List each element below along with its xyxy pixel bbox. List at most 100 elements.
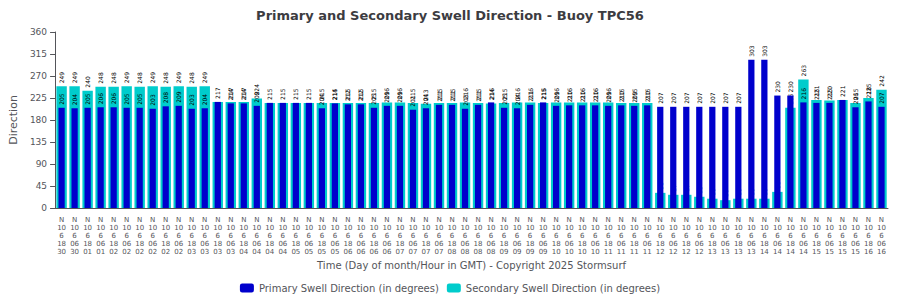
svg-text:6: 6 (567, 232, 572, 240)
svg-text:10: 10 (513, 224, 522, 232)
svg-text:08: 08 (474, 248, 483, 256)
svg-text:10: 10 (487, 224, 496, 232)
svg-text:215: 215 (292, 88, 299, 100)
svg-text:N: N (658, 216, 663, 224)
svg-text:217: 217 (214, 87, 221, 99)
svg-text:6: 6 (411, 232, 416, 240)
svg-text:249: 249 (123, 72, 130, 84)
svg-text:10: 10 (838, 224, 847, 232)
svg-text:6: 6 (320, 232, 325, 240)
svg-text:6: 6 (528, 232, 533, 240)
svg-text:04: 04 (252, 248, 261, 256)
svg-text:209: 209 (396, 91, 403, 103)
svg-text:11: 11 (643, 248, 652, 256)
svg-text:206: 206 (110, 93, 117, 105)
svg-text:248: 248 (110, 72, 117, 84)
svg-text:215: 215 (813, 88, 820, 100)
svg-text:6: 6 (502, 232, 507, 240)
svg-text:06: 06 (356, 240, 365, 248)
svg-text:N: N (436, 216, 441, 224)
svg-text:6: 6 (840, 232, 845, 240)
svg-text:6: 6 (398, 232, 403, 240)
svg-text:N: N (501, 216, 506, 224)
svg-text:214: 214 (488, 89, 495, 101)
svg-text:10: 10 (877, 224, 886, 232)
svg-text:10: 10 (565, 224, 574, 232)
svg-text:18: 18 (786, 240, 795, 248)
svg-text:10: 10 (695, 224, 704, 232)
svg-text:211: 211 (475, 90, 482, 102)
svg-text:215: 215 (540, 88, 547, 100)
svg-text:10: 10 (617, 224, 626, 232)
svg-text:315: 315 (30, 49, 47, 59)
svg-text:N: N (345, 216, 350, 224)
svg-text:209: 209 (175, 91, 182, 103)
svg-text:06: 06 (513, 240, 522, 248)
svg-text:N: N (111, 216, 116, 224)
svg-text:205: 205 (84, 93, 91, 105)
svg-text:248: 248 (97, 72, 104, 84)
svg-text:07: 07 (435, 248, 444, 256)
svg-text:6: 6 (216, 232, 221, 240)
svg-text:10: 10 (135, 224, 144, 232)
svg-text:13: 13 (708, 248, 717, 256)
svg-text:180: 180 (30, 115, 47, 125)
svg-text:10: 10 (812, 224, 821, 232)
svg-text:6: 6 (229, 232, 234, 240)
svg-text:207: 207 (709, 92, 716, 104)
svg-text:10: 10 (721, 224, 730, 232)
svg-text:10: 10 (786, 224, 795, 232)
svg-text:6: 6 (788, 232, 793, 240)
svg-text:18: 18 (239, 240, 248, 248)
svg-text:03: 03 (213, 248, 222, 256)
svg-text:10: 10 (278, 224, 287, 232)
svg-text:15: 15 (825, 248, 834, 256)
svg-text:18: 18 (291, 240, 300, 248)
svg-text:211: 211 (436, 90, 443, 102)
svg-text:07: 07 (409, 248, 418, 256)
svg-text:6: 6 (645, 232, 650, 240)
svg-text:10: 10 (174, 224, 183, 232)
svg-text:N: N (671, 216, 676, 224)
svg-text:11: 11 (630, 248, 639, 256)
svg-text:01: 01 (96, 248, 105, 256)
svg-text:N: N (697, 216, 702, 224)
svg-text:06: 06 (773, 240, 782, 248)
svg-text:215: 215 (266, 88, 273, 100)
svg-text:N: N (332, 216, 337, 224)
svg-text:225: 225 (30, 93, 47, 103)
svg-text:10: 10 (734, 224, 743, 232)
svg-text:6: 6 (137, 232, 142, 240)
svg-text:210: 210 (592, 91, 599, 103)
svg-text:0: 0 (41, 203, 47, 213)
svg-text:10: 10 (356, 224, 365, 232)
svg-text:04: 04 (278, 248, 287, 256)
svg-text:216: 216 (800, 88, 807, 100)
svg-text:10: 10 (109, 224, 118, 232)
svg-text:14: 14 (773, 248, 782, 256)
svg-text:18: 18 (343, 240, 352, 248)
svg-text:18: 18 (630, 240, 639, 248)
svg-text:6: 6 (98, 232, 103, 240)
svg-text:10: 10 (83, 224, 92, 232)
svg-text:N: N (280, 216, 285, 224)
svg-text:205: 205 (501, 93, 508, 105)
svg-text:14: 14 (760, 248, 769, 256)
svg-text:N: N (632, 216, 637, 224)
svg-text:10: 10 (291, 224, 300, 232)
svg-text:N: N (619, 216, 624, 224)
svg-text:N: N (475, 216, 480, 224)
svg-text:210: 210 (566, 91, 573, 103)
svg-text:10: 10 (565, 248, 574, 256)
svg-text:13: 13 (734, 248, 743, 256)
svg-text:6: 6 (853, 232, 858, 240)
svg-text:06: 06 (343, 248, 352, 256)
svg-text:06: 06 (851, 240, 860, 248)
svg-text:N: N (749, 216, 754, 224)
svg-text:209: 209 (253, 91, 260, 103)
svg-text:6: 6 (710, 232, 715, 240)
svg-text:18: 18 (161, 240, 170, 248)
svg-text:06: 06 (148, 240, 157, 248)
svg-text:N: N (710, 216, 715, 224)
svg-text:Direction: Direction (7, 95, 20, 145)
